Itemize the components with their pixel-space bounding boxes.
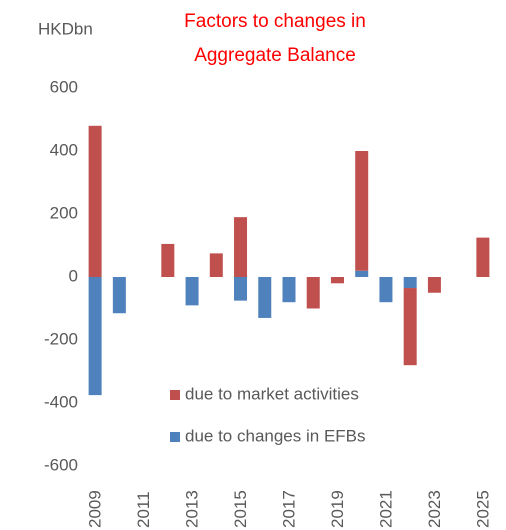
y-tick-label: -600 [44, 455, 78, 474]
x-tick-label: 2023 [425, 490, 444, 528]
chart-title: Aggregate Balance [194, 45, 356, 66]
bar [355, 270, 369, 277]
bar [476, 237, 490, 277]
bar [355, 151, 369, 271]
x-tick-label: 2015 [231, 490, 250, 528]
legend-label: due to market activities [185, 384, 359, 403]
bar [161, 243, 175, 277]
bar [88, 125, 102, 277]
y-tick-label: 400 [50, 140, 78, 159]
y-tick-label: 0 [69, 266, 78, 285]
bar [258, 277, 272, 318]
legend-swatch [170, 390, 180, 400]
x-tick-label: 2017 [279, 490, 298, 528]
y-tick-label: -400 [44, 392, 78, 411]
bar [330, 277, 344, 284]
x-tick-label: 2009 [86, 490, 105, 528]
x-tick-label: 2019 [328, 490, 347, 528]
x-tick-label: 2013 [183, 490, 202, 528]
bar [209, 253, 223, 277]
chart-title: Factors to changes in [184, 11, 366, 32]
bar [234, 217, 248, 277]
bar [88, 277, 102, 396]
bar [403, 277, 417, 289]
y-tick-label: -200 [44, 329, 78, 348]
x-tick-label: 2025 [473, 490, 492, 528]
bar [185, 277, 199, 306]
legend-swatch [170, 432, 180, 442]
bar [112, 277, 126, 314]
bar [379, 277, 393, 303]
bar [403, 288, 417, 366]
x-tick-label: 2011 [134, 491, 153, 528]
bar [306, 277, 320, 309]
bar [427, 277, 441, 293]
bar [234, 277, 248, 301]
legend-label: due to changes in EFBs [185, 426, 366, 445]
y-axis-label: HKDbn [38, 19, 93, 38]
y-tick-label: 200 [50, 203, 78, 222]
bar [282, 277, 296, 303]
y-tick-label: 600 [50, 77, 78, 96]
x-tick-label: 2021 [376, 490, 395, 528]
